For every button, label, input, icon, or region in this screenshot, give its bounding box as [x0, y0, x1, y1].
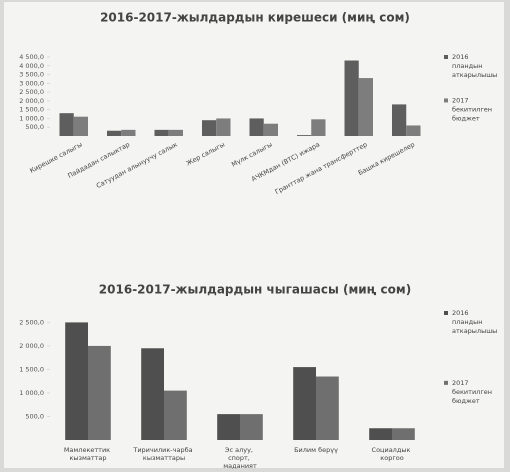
bar: [168, 129, 183, 136]
legend-label: 2016 пландын аткарылышы: [452, 309, 497, 335]
y-tick-label: 1 500,0: [19, 365, 44, 373]
bar: [164, 390, 187, 440]
bar: [65, 322, 88, 440]
y-tick-label: 2 000,0: [19, 97, 44, 105]
bar: [392, 104, 407, 136]
bar: [344, 60, 359, 137]
bar: [154, 129, 169, 136]
x-tick-label: Билим берүү: [294, 446, 338, 454]
bar: [311, 119, 326, 136]
bar: [249, 118, 264, 136]
y-tick-label: 4 500,0: [19, 53, 44, 61]
x-tick-label: Социалдык коргоо: [372, 446, 413, 462]
y-tick-label: 3 500,0: [19, 71, 44, 79]
x-tick-label: Тиричилик-чарба кызматтары: [132, 446, 194, 462]
y-tick-label: 2 000,0: [19, 342, 44, 350]
y-tick-label: 500,0: [25, 123, 44, 131]
chart-title: 2016-2017-жылдардын кирешеси (миң сом): [100, 11, 410, 25]
x-tick-label: Эс алуу, спорт, маданият: [223, 446, 257, 470]
bar: [316, 376, 339, 440]
bar: [59, 113, 74, 136]
bar: [263, 123, 278, 136]
bar: [293, 367, 316, 440]
bar: [358, 78, 373, 136]
bar: [141, 348, 164, 440]
legend-swatch: [444, 311, 448, 315]
bar: [73, 116, 88, 136]
y-tick-label: 1 500,0: [19, 106, 44, 114]
bar: [392, 428, 415, 440]
y-tick-label: 2 500,0: [19, 318, 44, 326]
y-tick-label: 4 000,0: [19, 62, 44, 70]
legend-swatch: [444, 380, 448, 385]
bar: [202, 120, 217, 136]
chart-title: 2016-2017-жылдардын чыгашасы (миң сом): [99, 283, 411, 297]
bar: [216, 118, 231, 136]
bar: [369, 428, 392, 440]
y-tick-label: 2 500,0: [19, 88, 44, 96]
legend-label: 2017 бекитилген бюджет: [452, 96, 494, 122]
legend-swatch: [444, 98, 448, 103]
bar: [406, 125, 421, 136]
y-tick-label: 1 000,0: [19, 389, 44, 397]
bar: [88, 345, 111, 440]
bar: [107, 130, 122, 136]
bar: [297, 135, 312, 136]
bar: [217, 414, 240, 440]
y-tick-label: 500,0: [25, 412, 44, 420]
x-tick-label: Мамлекеттик кызматтар: [64, 446, 112, 462]
legend-label: 2016 пландын аткарылышы: [452, 53, 497, 79]
legend-swatch: [444, 55, 448, 59]
y-tick-label: 3 000,0: [19, 79, 44, 87]
bar: [240, 414, 263, 440]
legend-label: 2017 бекитилген бюджет: [452, 379, 494, 405]
bar: [121, 129, 136, 136]
y-tick-label: 1 000,0: [19, 114, 44, 122]
